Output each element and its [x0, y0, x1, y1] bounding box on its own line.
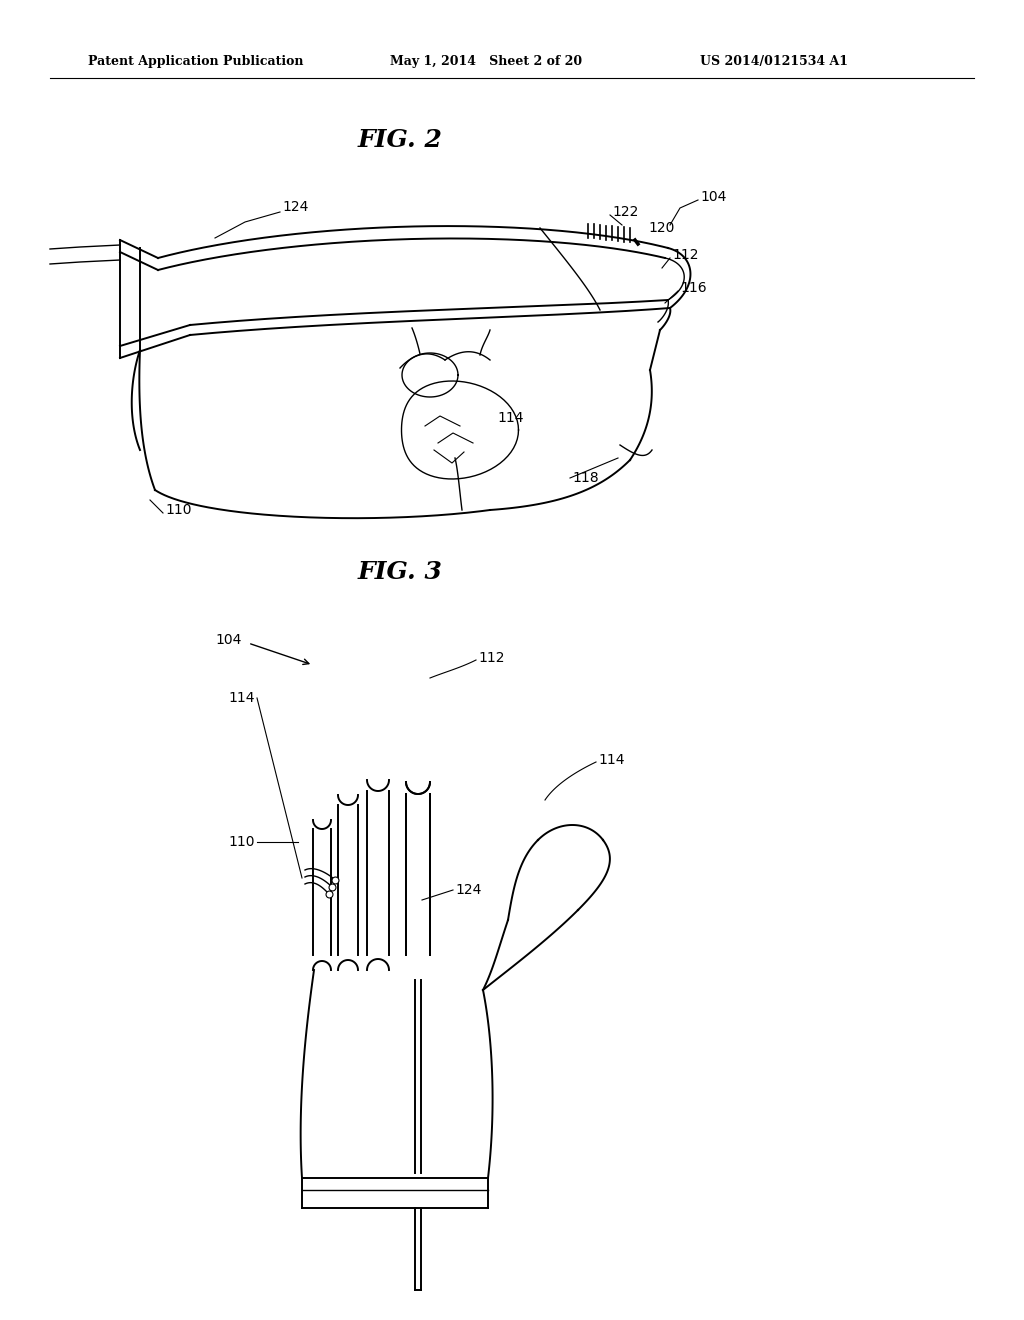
Text: 114: 114	[228, 690, 255, 705]
Text: 114: 114	[598, 752, 625, 767]
Text: 124: 124	[455, 883, 481, 898]
Text: 116: 116	[680, 281, 707, 294]
Text: FIG. 3: FIG. 3	[357, 560, 442, 583]
Text: US 2014/0121534 A1: US 2014/0121534 A1	[700, 55, 848, 69]
Text: FIG. 2: FIG. 2	[357, 128, 442, 152]
Text: 104: 104	[216, 634, 242, 647]
Text: 112: 112	[672, 248, 698, 261]
Text: 122: 122	[612, 205, 638, 219]
Text: 124: 124	[282, 201, 308, 214]
Text: 120: 120	[648, 220, 675, 235]
Text: 110: 110	[165, 503, 191, 517]
Text: 114: 114	[497, 411, 523, 425]
Text: 104: 104	[700, 190, 726, 205]
Text: 118: 118	[572, 471, 599, 484]
Text: 110: 110	[228, 836, 255, 849]
Text: Patent Application Publication: Patent Application Publication	[88, 55, 303, 69]
Text: 112: 112	[478, 651, 505, 665]
Text: May 1, 2014   Sheet 2 of 20: May 1, 2014 Sheet 2 of 20	[390, 55, 582, 69]
